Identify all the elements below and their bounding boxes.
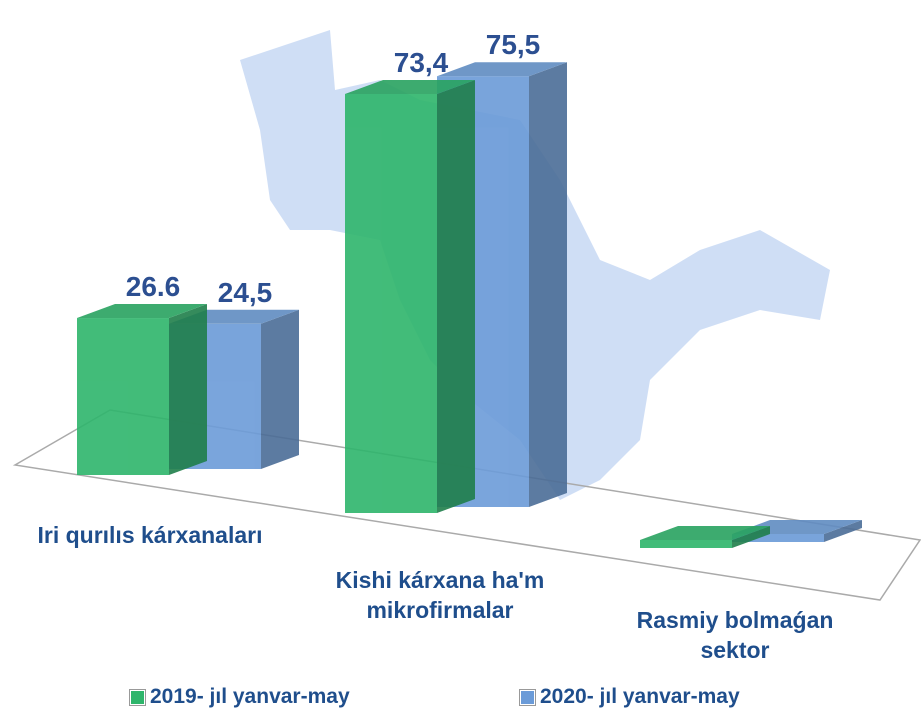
legend-item: 2019- jıl yanvar-may — [129, 685, 350, 709]
bar-side — [529, 62, 567, 507]
bar-side — [437, 79, 475, 514]
legend-label: 2019- jıl yanvar-may — [150, 685, 350, 708]
data-label: 75,5 — [486, 29, 541, 60]
category-label: Kishi kárxana ha'm mikrofirmalar — [335, 567, 545, 623]
bar-front — [732, 534, 824, 542]
category-label: Iri qurılıs kárxanaları — [37, 522, 263, 548]
data-label: 24,5 — [218, 277, 273, 308]
legend-swatch — [129, 688, 146, 706]
bar — [77, 304, 207, 475]
legend-swatch — [519, 688, 536, 706]
legend-item: 2020- jıl yanvar-may — [519, 685, 740, 709]
data-label: 26.6 — [126, 271, 181, 302]
bar — [640, 526, 770, 548]
bar — [345, 79, 475, 514]
bar-front — [77, 318, 169, 475]
bar-side — [732, 526, 770, 548]
bar-top — [640, 526, 770, 540]
bar-front — [345, 93, 437, 514]
bar-top — [345, 79, 475, 94]
category-label: Rasmiy bolmaǵan sektor — [636, 607, 834, 663]
bar-top — [77, 304, 207, 319]
bar-side — [169, 304, 207, 475]
bar-side — [824, 520, 862, 542]
bar-front — [640, 540, 732, 548]
bar-top — [437, 62, 567, 77]
bar-side — [261, 309, 299, 469]
legend-label: 2020- jıl yanvar-may — [540, 685, 740, 708]
data-label: 73,4 — [394, 47, 449, 78]
